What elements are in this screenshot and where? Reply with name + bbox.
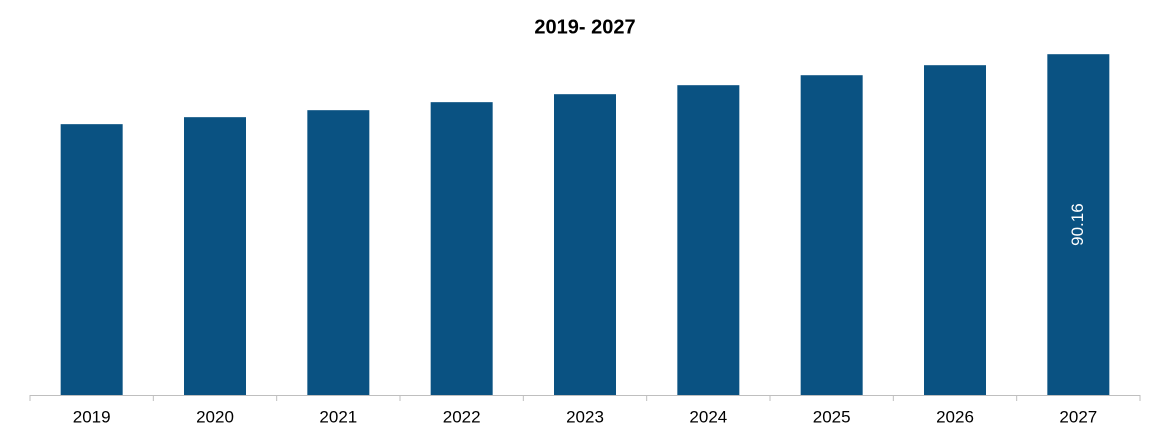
x-tick-label: 2022 [443,407,481,426]
bar [60,124,123,396]
x-tick-label: 2023 [566,407,604,426]
bar [184,117,246,396]
x-tick-label: 2024 [689,407,727,426]
bar [800,75,863,395]
bar [677,85,740,396]
x-tick-label: 2019 [73,407,111,426]
bar [924,65,986,395]
bar [1047,54,1110,396]
x-tick-label: 2026 [936,407,974,426]
chart-title: 2019- 2027 [534,16,635,38]
x-tick-label: 2021 [319,407,357,426]
x-tick-label: 2027 [1059,407,1097,426]
x-tick-label: 2020 [196,407,234,426]
data-label: 90.16 [1068,203,1087,246]
bar [430,102,493,396]
x-tick-label: 2025 [813,407,851,426]
bar [554,94,616,396]
bar [307,110,370,395]
